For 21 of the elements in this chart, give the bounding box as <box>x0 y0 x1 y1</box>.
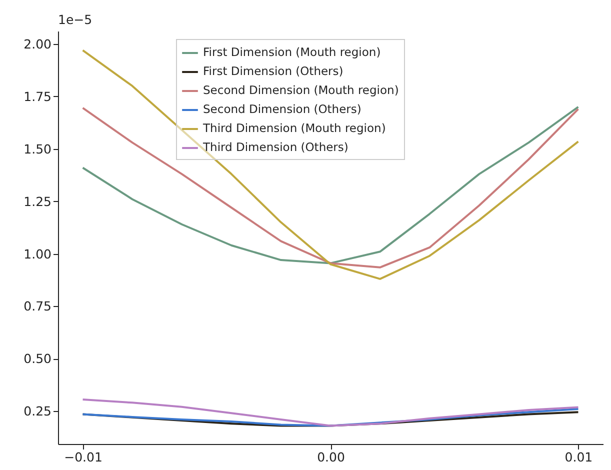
legend-label: Second Dimension (Mouth region) <box>203 83 399 97</box>
legend-label: First Dimension (Others) <box>203 64 344 78</box>
line-series <box>82 398 580 427</box>
y-tick-label: 2.00 <box>24 36 52 52</box>
y-tick-label: 1.75 <box>24 88 52 104</box>
x-tick-label: −0.01 <box>64 450 102 464</box>
line-series <box>82 49 580 280</box>
y-tick-label: 1.50 <box>24 141 52 156</box>
x-tick-label: 0.00 <box>317 450 345 464</box>
y-tick-label: 0.50 <box>24 351 52 366</box>
line-series <box>82 408 580 427</box>
legend-label: First Dimension (Mouth region) <box>203 45 381 59</box>
y-tick-label: 1.25 <box>24 194 52 209</box>
legend-label: Third Dimension (Mouth region) <box>202 121 386 135</box>
x-tick-label: 0.01 <box>564 450 593 464</box>
y-tick-label: 1.00 <box>24 246 52 262</box>
text: 1e−5 <box>58 12 92 27</box>
y-tick-label: 0.75 <box>24 298 52 314</box>
legend-label: Third Dimension (Others) <box>202 140 348 154</box>
legend-label: Second Dimension (Others) <box>203 102 362 116</box>
y-tick-label: 0.25 <box>24 404 52 419</box>
